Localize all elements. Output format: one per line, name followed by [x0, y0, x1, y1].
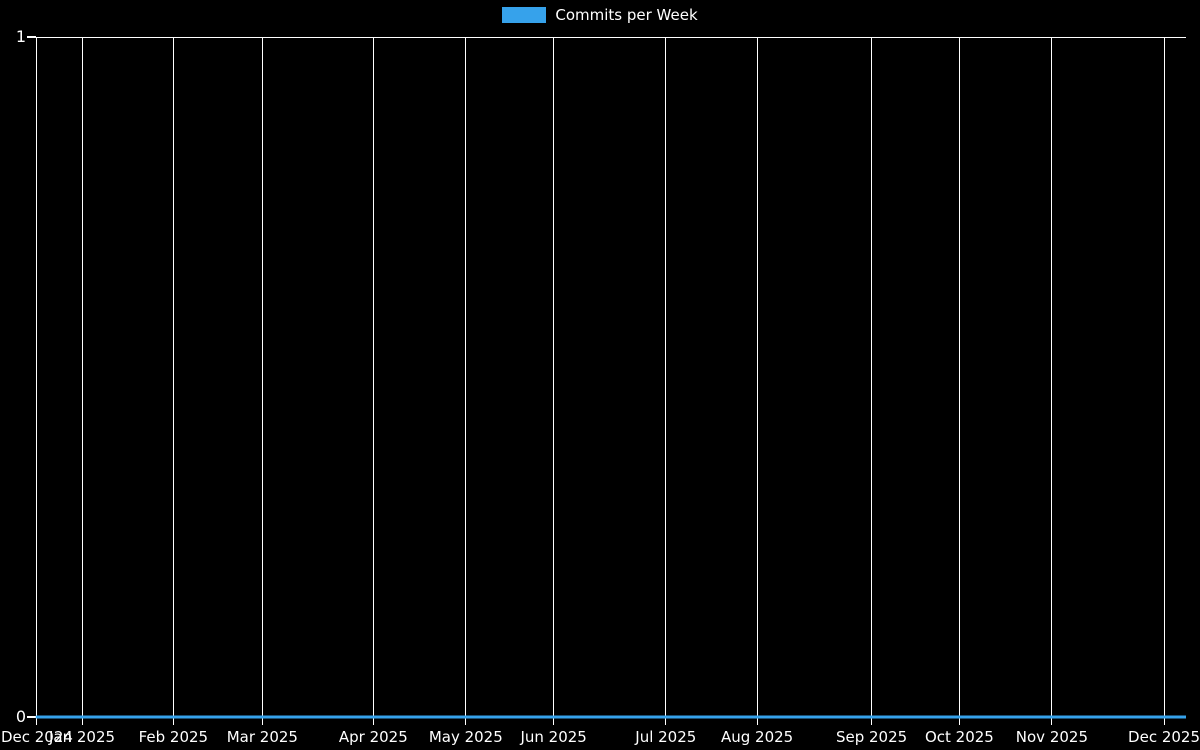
- y-tick-mark: [27, 716, 36, 718]
- x-tick-label: May 2025: [428, 728, 503, 746]
- x-gridline: [871, 37, 873, 725]
- x-tick-label: Sep 2025: [835, 728, 908, 746]
- x-tick-label: Jun 2025: [520, 728, 587, 746]
- legend-label: Commits per Week: [555, 6, 698, 24]
- x-tick-label: Jul 2025: [635, 728, 697, 746]
- x-gridline: [261, 37, 263, 725]
- y-tick-label: 0: [15, 707, 26, 726]
- x-gridline: [372, 37, 374, 725]
- x-gridline: [756, 37, 758, 725]
- x-tick-label: Dec 2024: [0, 728, 73, 746]
- chart-legend: Commits per Week: [0, 6, 1200, 24]
- x-gridline: [36, 37, 38, 725]
- x-gridline: [1163, 37, 1165, 725]
- series-layer: [35, 715, 1186, 719]
- x-tick-label: Apr 2025: [338, 728, 408, 746]
- x-tick-label: Jan 2025: [48, 728, 116, 746]
- x-gridline: [465, 37, 467, 725]
- x-tick-label: Feb 2025: [138, 728, 209, 746]
- x-tick-label: Oct 2025: [924, 728, 994, 746]
- x-tick-label: Dec 2025: [1128, 728, 1200, 746]
- x-tick-label: Aug 2025: [720, 728, 794, 746]
- x-gridline: [553, 37, 555, 725]
- x-tick-label: Mar 2025: [226, 728, 298, 746]
- x-gridline: [665, 37, 667, 725]
- x-gridline: [172, 37, 174, 725]
- x-tick-label: Nov 2025: [1015, 728, 1088, 746]
- x-gridline: [958, 37, 960, 725]
- x-gridline: [81, 37, 83, 725]
- plot-area[interactable]: [27, 36, 1186, 725]
- y-gridline: [28, 36, 1186, 38]
- x-gridline: [1051, 37, 1053, 725]
- y-tick-mark: [27, 36, 36, 38]
- y-tick-label: 1: [15, 27, 26, 46]
- legend-item-commits-per-week[interactable]: Commits per Week: [502, 6, 698, 24]
- legend-color-swatch: [502, 7, 547, 23]
